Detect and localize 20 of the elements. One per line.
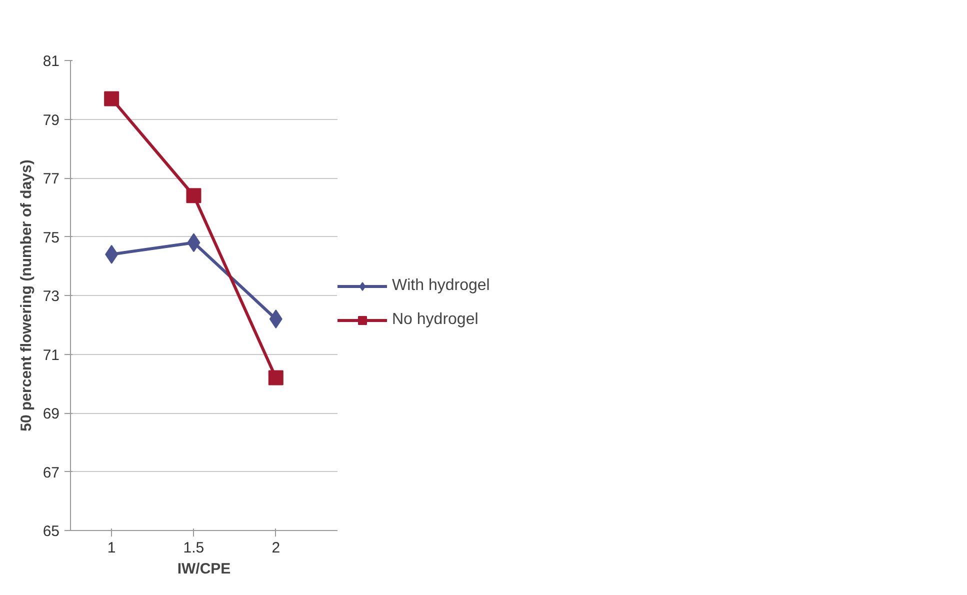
x-tick-label: 2 <box>272 540 280 556</box>
y-tick-label: 65 <box>42 523 60 540</box>
legend-label: With hydrogel <box>392 277 490 295</box>
y-tick-label: 81 <box>42 53 60 70</box>
y-tick-label: 75 <box>42 229 60 246</box>
point <box>186 188 202 204</box>
y-tick-label: 69 <box>42 406 60 422</box>
x-tick-label: 1 <box>107 540 116 556</box>
y-tick-label: 77 <box>42 170 60 188</box>
y-tick-label: 67 <box>42 464 60 482</box>
y-axis-title: 50 percent flowering (number of days) <box>18 160 35 432</box>
y-tick-label: 71 <box>42 346 60 364</box>
x-tick-label: 1.5 <box>183 540 204 556</box>
point <box>269 310 282 328</box>
y-tick-label: 79 <box>42 112 60 129</box>
x-axis-title: IW/CPE <box>177 560 231 578</box>
legend-label: No hydrogel <box>392 311 478 329</box>
point <box>268 370 284 386</box>
y-tick-label: 73 <box>42 288 60 305</box>
point <box>104 91 120 106</box>
